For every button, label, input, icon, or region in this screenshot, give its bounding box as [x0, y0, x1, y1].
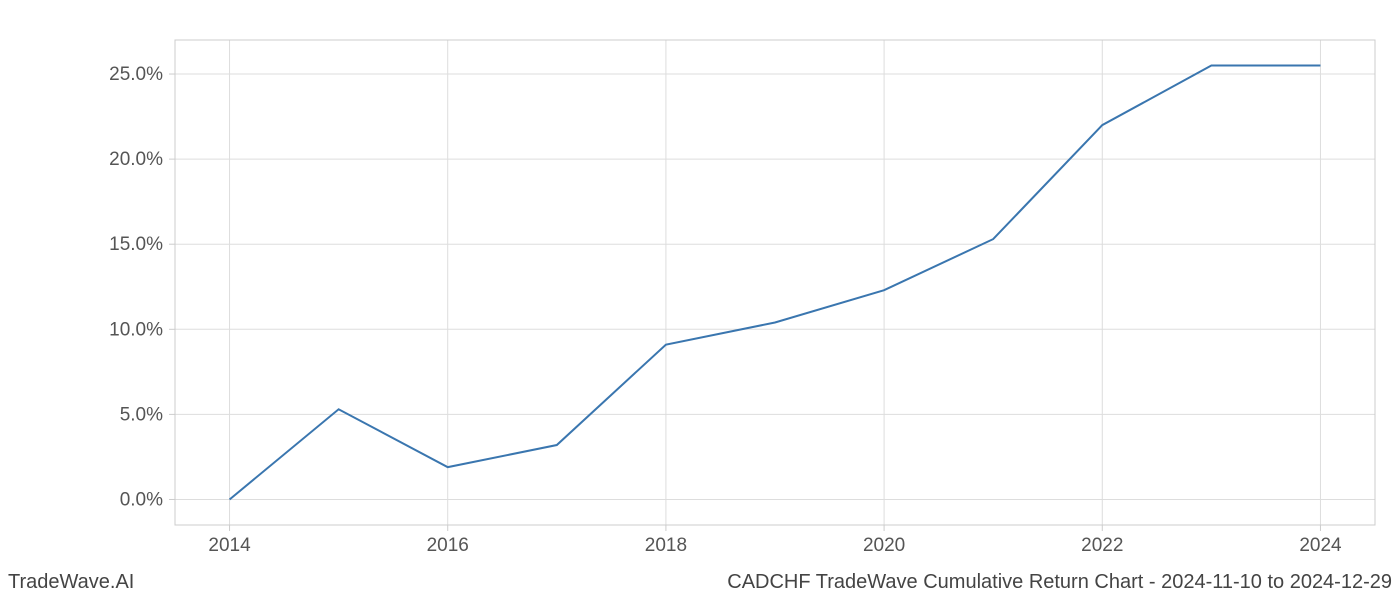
x-tick-label: 2016 [427, 535, 469, 556]
y-tick-label: 5.0% [120, 404, 163, 425]
x-tick-label: 2018 [645, 535, 687, 556]
line-chart: 2014 2016 2018 2020 2022 2024 0.0% 5.0% 10.0% 15.… [0, 0, 1400, 600]
y-tick-label: 15.0% [109, 234, 163, 255]
x-tick-label: 2024 [1299, 535, 1342, 556]
y-tick-label: 20.0% [109, 149, 163, 170]
y-tick-label: 25.0% [109, 64, 163, 85]
plot-border [175, 40, 1375, 525]
chart-container: 2014 2016 2018 2020 2022 2024 0.0% 5.0% 10.0% 15.… [0, 0, 1400, 600]
footer-brand: TradeWave.AI [8, 571, 134, 594]
x-tick-label: 2014 [208, 535, 251, 556]
y-tick-label: 10.0% [109, 319, 163, 340]
y-tick-label: 0.0% [120, 489, 163, 510]
x-tick-label: 2022 [1081, 535, 1123, 556]
data-line [230, 66, 1321, 500]
x-tick-label: 2020 [863, 535, 905, 556]
footer-caption: CADCHF TradeWave Cumulative Return Chart… [727, 571, 1392, 594]
